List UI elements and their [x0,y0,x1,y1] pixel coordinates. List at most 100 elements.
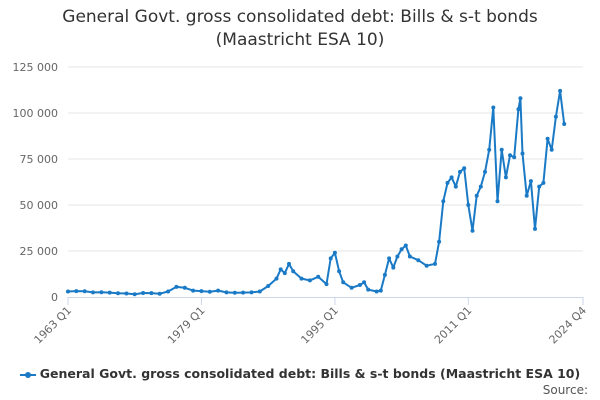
data-point [528,179,533,184]
data-point [458,169,462,174]
data-point [553,114,558,119]
data-point [416,258,421,263]
x-tick-label: 1979 Q1 [165,304,208,347]
data-point [518,96,523,101]
legend[interactable]: General Govt. gross consolidated debt: B… [0,366,600,381]
data-point [207,289,212,294]
data-point [132,292,137,297]
y-axis-tick-labels: 0 25 000 50 000 75 000 100 000 125 000 [13,61,59,304]
data-point [441,199,446,204]
data-point [433,261,437,266]
data-point [191,288,196,293]
x-tick-label: 1963 Q1 [32,304,75,347]
data-point [157,291,162,296]
series-line [67,89,566,296]
data-point [378,288,383,293]
data-point [328,256,333,261]
data-point [424,263,429,268]
data-point [483,169,487,174]
data-point [99,290,104,295]
data-point [66,289,70,294]
data-point [357,283,362,287]
data-point [387,256,392,261]
data-point [503,175,508,180]
data-point [337,269,342,274]
data-point [349,285,354,290]
data-point [495,199,500,204]
data-point [491,105,496,110]
data-point [291,269,296,274]
data-point [107,290,112,295]
y-tick-label: 0 [51,291,58,304]
data-point [487,147,492,152]
data-point [437,239,442,244]
data-point [474,193,479,198]
data-point [282,271,287,276]
data-point [274,276,279,281]
data-point [249,290,254,295]
legend-item-label: General Govt. gross consolidated debt: B… [39,366,581,381]
data-point [512,155,517,160]
data-point [399,247,404,252]
data-point [266,284,271,288]
data-point [374,289,379,294]
data-point [257,289,262,294]
data-point [141,291,146,295]
source-label: Source: [542,383,588,397]
data-point [407,254,412,259]
data-point [307,278,312,283]
data-point [216,288,221,293]
data-point [499,147,504,152]
x-axis-tick-labels: 1963 Q1 1979 Q1 1995 Q1 2011 Q1 2024 Q4 [32,297,590,347]
data-point [541,180,546,185]
data-point [287,261,291,266]
data-point [82,289,87,294]
data-point [224,290,229,295]
data-point [537,184,542,189]
data-point [149,291,154,296]
x-tick-label: 2011 Q1 [432,304,475,347]
data-point [232,290,237,295]
y-tick-label: 50 000 [20,199,59,212]
data-point [470,228,475,233]
data-point [445,180,450,185]
data-point [453,184,458,189]
data-point [116,291,120,296]
data-point [545,136,550,141]
data-point [382,272,387,277]
x-tick-label: 2024 Q4 [547,304,590,347]
data-point [74,289,79,294]
data-point [362,280,367,285]
data-point [241,290,246,295]
data-point [174,284,179,289]
data-point [520,151,525,156]
data-point [395,254,400,259]
legend-line-marker-icon [19,370,36,380]
data-point [562,122,567,126]
data-point [341,280,346,285]
data-point [524,193,529,198]
chart-title-line-2: (Maastricht ESA 10) [215,30,385,50]
data-point [316,274,321,279]
data-point [449,175,454,180]
y-tick-label: 75 000 [20,153,59,166]
y-tick-label: 25 000 [20,245,59,258]
data-point [366,287,371,292]
series-group [66,88,567,297]
data-point [533,226,537,231]
y-tick-label: 125 000 [13,61,59,74]
data-point [478,184,483,189]
chart-title: General Govt. gross consolidated debt: B… [0,6,600,52]
data-point [391,265,396,270]
data-point [516,107,521,112]
data-point [462,166,467,171]
data-point [91,290,95,295]
data-point [299,276,304,281]
data-point [403,243,408,248]
data-point [332,250,337,255]
data-point [558,88,563,93]
x-tick-label: 1995 Q1 [298,304,341,347]
data-point [466,203,471,207]
data-point [324,282,329,287]
